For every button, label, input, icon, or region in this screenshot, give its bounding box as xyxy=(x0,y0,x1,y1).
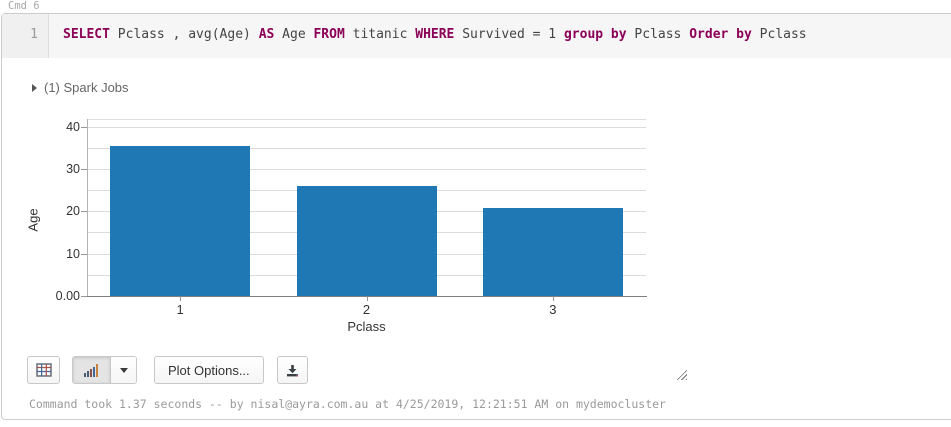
gridline xyxy=(87,126,646,128)
x-tick xyxy=(180,297,182,301)
y-axis-title: Age xyxy=(25,207,41,232)
x-axis-title: Pclass xyxy=(347,319,386,334)
sql-code-editor[interactable]: 1 SELECT Pclass , avg(Age) AS Age FROM t… xyxy=(2,14,951,58)
sql-text: titanic xyxy=(344,27,416,42)
cmd-label: Cmd 6 xyxy=(8,0,40,12)
x-tick xyxy=(552,297,554,301)
x-axis-line xyxy=(87,296,647,297)
bar-chart-icon xyxy=(84,363,98,377)
sql-keyword: Order by xyxy=(689,27,752,42)
sql-keyword: FROM xyxy=(313,27,345,42)
download-button[interactable] xyxy=(276,356,308,384)
editor-gutter: 1 xyxy=(2,14,49,58)
table-grid-icon xyxy=(35,363,52,377)
plot-border-top xyxy=(87,119,646,120)
sql-keyword: SELECT xyxy=(63,27,110,42)
sql-text: Pclass , avg(Age) xyxy=(109,27,259,42)
bar xyxy=(296,185,437,296)
chart-view-button[interactable] xyxy=(73,357,111,383)
sql-text: Pclass xyxy=(751,27,807,42)
x-tick-label: 1 xyxy=(176,302,184,317)
plot-options-label: Plot Options... xyxy=(168,362,250,378)
result-toolbar: Plot Options... xyxy=(27,356,308,384)
plot-options-button[interactable]: Plot Options... xyxy=(154,356,264,384)
y-tick-label: 40 xyxy=(66,119,80,134)
gridline xyxy=(87,168,646,170)
collapsed-triangle-icon xyxy=(32,83,37,92)
x-tick-label: 3 xyxy=(549,302,557,317)
sql-keyword: group by xyxy=(563,27,627,42)
sql-keyword: WHERE xyxy=(415,27,455,42)
chart-type-split-button xyxy=(72,356,137,384)
y-tick-label: 20 xyxy=(66,204,80,219)
x-tick xyxy=(366,297,368,301)
notebook-cell: 1 SELECT Pclass , avg(Age) AS Age FROM t… xyxy=(1,13,951,420)
gridline xyxy=(87,147,646,149)
table-view-button[interactable] xyxy=(27,356,60,384)
result-resize-handle[interactable] xyxy=(674,367,687,380)
command-status-text: Command took 1.37 seconds -- by nisal@ay… xyxy=(29,397,666,411)
bar-chart: 0.00 10 20 30 40 1 2 3 Pclass Age xyxy=(2,106,702,351)
sql-text: Pclass xyxy=(626,27,690,42)
spark-jobs-toggle[interactable]: (1) Spark Jobs xyxy=(32,80,129,95)
y-tick-label: 10 xyxy=(66,246,80,261)
line-number: 1 xyxy=(30,27,38,42)
chart-type-dropdown-button[interactable] xyxy=(111,357,136,383)
bar xyxy=(110,146,251,296)
y-tick xyxy=(81,126,87,128)
sql-code-line[interactable]: SELECT Pclass , avg(Age) AS Age FROM tit… xyxy=(63,27,807,42)
y-tick xyxy=(81,211,87,213)
x-tick-label: 2 xyxy=(362,302,371,317)
caret-down-icon xyxy=(119,367,128,373)
y-tick xyxy=(81,168,87,170)
spark-jobs-label: (1) Spark Jobs xyxy=(44,80,129,95)
sql-text: Survived = 1 xyxy=(454,27,564,42)
y-axis-line xyxy=(87,119,88,296)
y-tick-label: 30 xyxy=(66,161,80,176)
y-tick-label: 0.00 xyxy=(55,289,80,303)
y-tick xyxy=(81,253,87,255)
sql-text: Age xyxy=(274,27,314,42)
bar xyxy=(482,208,623,296)
y-tick xyxy=(81,296,87,297)
download-icon xyxy=(286,364,298,376)
sql-keyword: AS xyxy=(258,27,275,42)
